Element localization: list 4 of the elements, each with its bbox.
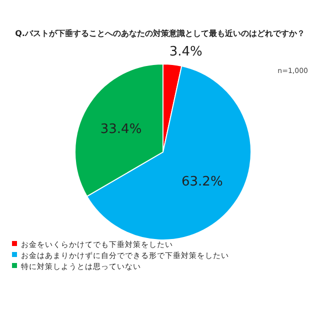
data-label: 63.2% [182, 174, 223, 190]
data-label: 3.4% [169, 44, 202, 60]
chart-title: Q.バストが下垂することへのあなたの対策意識として最も近いのはどれですか？ [15, 28, 305, 38]
data-label: 33.4% [100, 122, 142, 137]
